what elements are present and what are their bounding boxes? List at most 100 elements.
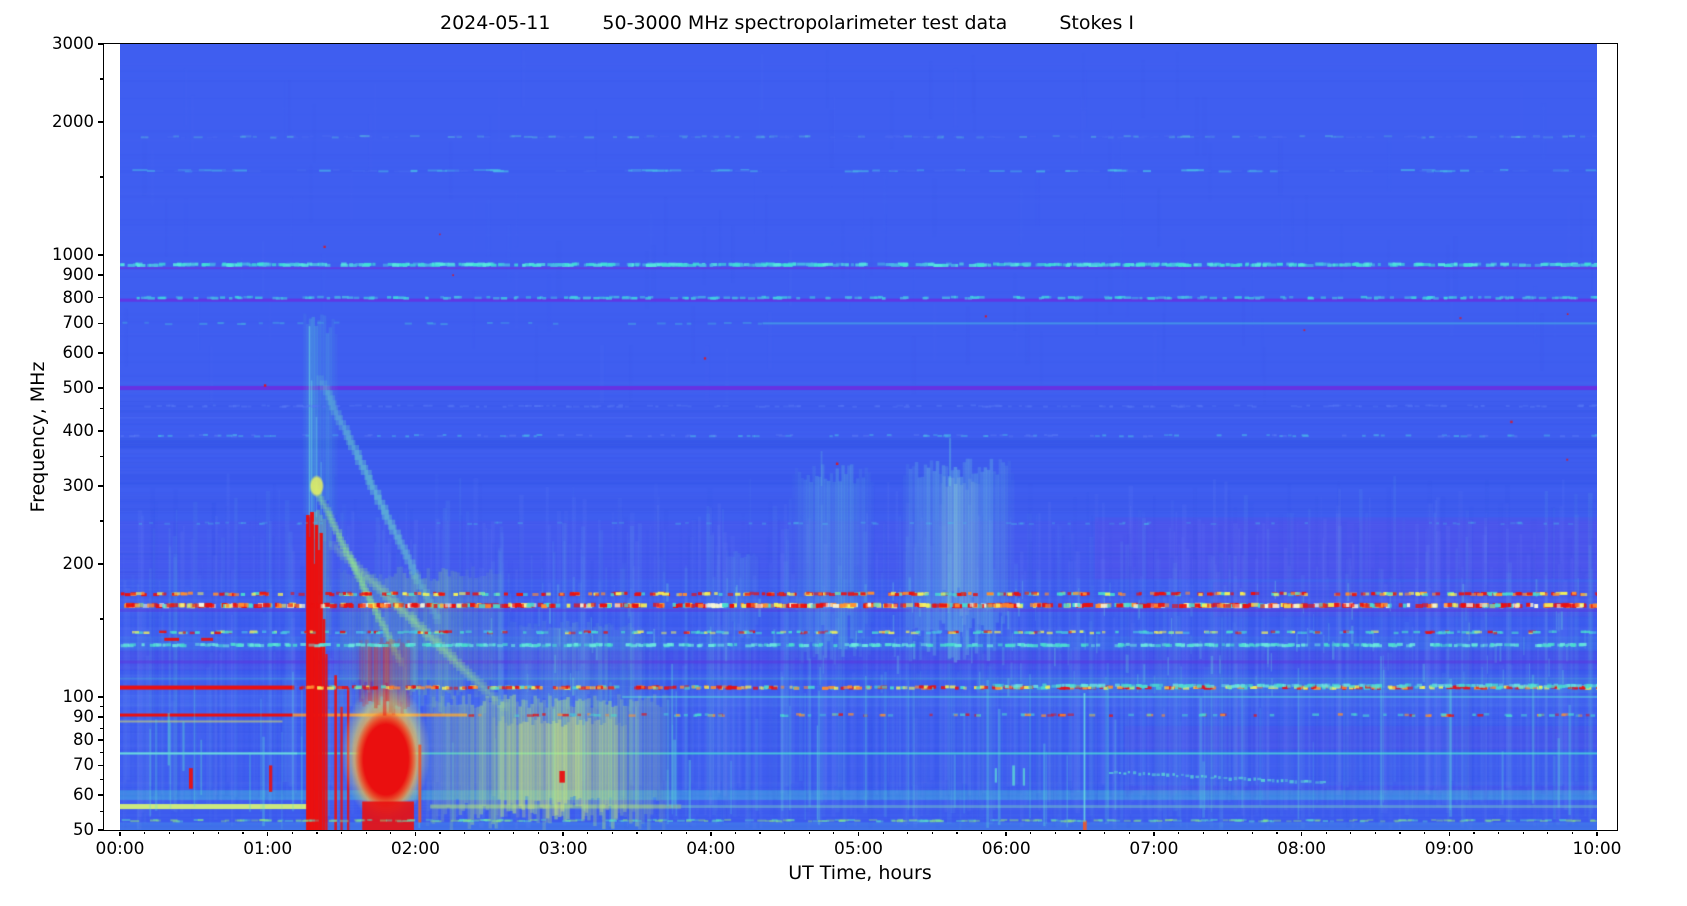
x-minor-tick	[1276, 831, 1278, 835]
x-minor-tick	[144, 831, 146, 835]
x-minor-tick	[1054, 831, 1057, 835]
x-major-tick	[266, 831, 269, 837]
y-major-tick	[97, 716, 103, 718]
y-tick-label: 200	[62, 553, 95, 573]
x-minor-tick	[1030, 831, 1032, 835]
x-minor-tick	[734, 831, 736, 835]
y-major-tick	[97, 43, 103, 45]
x-minor-tick	[1374, 831, 1377, 835]
x-tick-label: 06:00	[981, 839, 1031, 859]
y-major-tick	[97, 794, 103, 796]
y-minor-tick	[99, 176, 103, 178]
y-major-tick	[97, 696, 103, 698]
x-minor-tick	[1325, 831, 1327, 835]
y-major-tick	[97, 764, 103, 767]
x-minor-tick	[956, 831, 958, 835]
x-tick-label: 00:00	[95, 839, 145, 859]
y-major-tick	[97, 829, 103, 831]
x-minor-tick	[464, 831, 466, 835]
x-minor-tick	[513, 831, 515, 835]
y-major-tick	[97, 121, 103, 123]
y-tick-label: 50	[73, 820, 94, 839]
x-tick-label: 04:00	[686, 839, 736, 859]
x-minor-tick	[1497, 831, 1500, 835]
x-minor-tick	[980, 831, 983, 835]
x-tick-label: 07:00	[1129, 839, 1179, 859]
x-minor-tick	[316, 831, 318, 835]
x-minor-tick	[439, 831, 441, 835]
x-major-tick	[414, 831, 417, 837]
title-main: 50-3000 MHz spectropolarimeter test data	[602, 12, 1008, 34]
x-tick-label: 05:00	[834, 839, 883, 859]
title-date: 2024-05-11	[439, 12, 551, 34]
x-minor-tick	[660, 831, 663, 835]
x-minor-tick	[1079, 831, 1081, 835]
x-tick-label: 09:00	[1424, 839, 1474, 859]
x-minor-tick	[759, 831, 761, 835]
y-major-tick	[97, 430, 103, 432]
x-tick-label: 10:00	[1572, 839, 1622, 859]
x-minor-tick	[291, 831, 293, 835]
y-minor-tick	[99, 811, 103, 813]
x-major-tick	[710, 831, 712, 837]
x-major-tick	[119, 831, 121, 837]
x-minor-tick	[242, 831, 244, 835]
y-tick-label: 2000	[52, 111, 94, 131]
x-minor-tick	[833, 831, 835, 835]
x-minor-tick	[685, 831, 687, 835]
x-minor-tick	[882, 831, 884, 835]
x-minor-tick	[1350, 831, 1352, 835]
title-stokes: Stokes I	[1059, 12, 1135, 34]
y-minor-tick	[99, 78, 103, 80]
x-major-tick	[857, 831, 860, 837]
x-minor-tick	[1177, 831, 1180, 835]
x-minor-tick	[193, 831, 195, 835]
x-minor-tick	[168, 831, 170, 835]
x-minor-tick	[1424, 831, 1426, 835]
spectrogram-canvas	[120, 44, 1597, 830]
x-minor-tick	[217, 831, 220, 835]
y-minor-tick	[99, 779, 103, 781]
x-minor-tick	[1399, 831, 1401, 835]
y-tick-label: 100	[62, 686, 95, 706]
x-minor-tick	[636, 831, 638, 835]
x-minor-tick	[1522, 831, 1524, 835]
x-tick-label: 08:00	[1277, 839, 1327, 859]
x-major-tick	[1005, 831, 1007, 837]
y-axis-title: Frequency, MHz	[27, 361, 49, 513]
x-major-tick	[1300, 831, 1303, 837]
x-minor-tick	[488, 831, 490, 835]
y-major-tick	[97, 274, 103, 276]
y-major-tick	[97, 739, 103, 741]
y-tick-label: 1000	[52, 244, 94, 264]
x-minor-tick	[390, 831, 392, 835]
y-tick-label: 400	[62, 420, 95, 440]
x-minor-tick	[1104, 831, 1106, 835]
x-minor-tick	[931, 831, 933, 835]
x-minor-tick	[365, 831, 367, 835]
y-tick-label: 500	[62, 377, 95, 397]
x-minor-tick	[537, 831, 540, 835]
y-tick-label: 3000	[52, 34, 94, 53]
y-minor-tick	[99, 618, 103, 620]
x-minor-tick	[587, 831, 589, 835]
x-major-tick	[562, 831, 564, 837]
y-tick-label: 900	[62, 265, 95, 285]
x-minor-tick	[808, 831, 810, 835]
y-tick-label: 70	[73, 755, 94, 775]
y-minor-tick	[99, 520, 103, 522]
x-tick-label: 02:00	[390, 839, 440, 859]
y-major-tick	[97, 322, 103, 325]
x-minor-tick	[1202, 831, 1204, 835]
y-minor-tick	[99, 407, 103, 409]
y-major-tick	[97, 254, 103, 256]
x-minor-tick	[1571, 831, 1573, 835]
y-tick-label: 60	[73, 784, 94, 804]
x-minor-tick	[907, 831, 909, 835]
y-major-tick	[97, 352, 103, 354]
x-minor-tick	[1473, 831, 1475, 835]
x-tick-label: 03:00	[538, 839, 588, 859]
y-tick-label: 700	[62, 313, 95, 333]
y-major-tick	[97, 296, 103, 299]
